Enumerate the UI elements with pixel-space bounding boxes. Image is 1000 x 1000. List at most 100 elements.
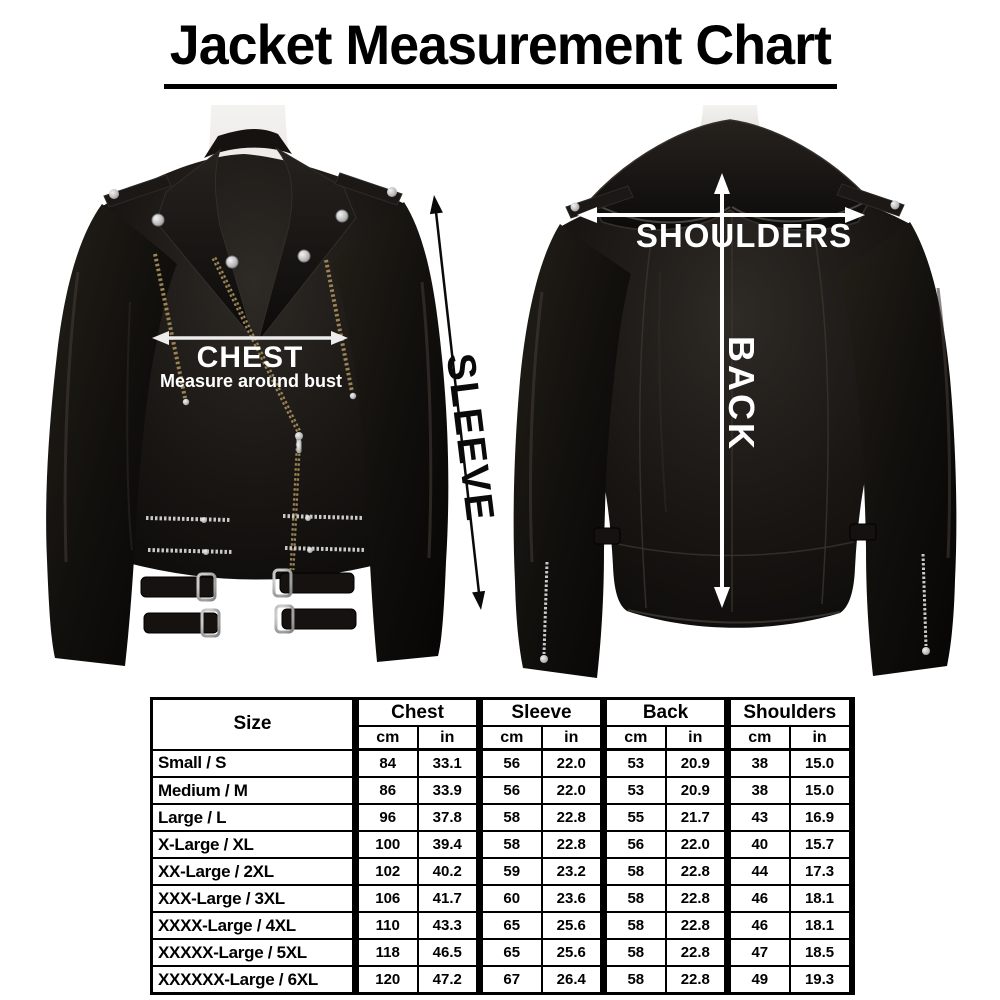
size-cell: XXXX-Large / 4XL — [150, 911, 357, 940]
measurement-cell: 58 — [600, 884, 667, 913]
snap-stud — [890, 200, 900, 210]
measurement-cell: 47 — [724, 938, 791, 967]
strap-buckle — [272, 568, 293, 598]
strap-buckle — [196, 572, 217, 602]
measurement-cell: 53 — [600, 748, 667, 778]
measurement-cell: 22.8 — [664, 911, 729, 940]
measurement-cell: 15.0 — [788, 776, 855, 805]
measurement-cell: 22.0 — [540, 748, 605, 778]
waist-zipper — [147, 548, 233, 554]
measurement-cell: 15.7 — [788, 830, 855, 859]
leather-highlight — [528, 291, 544, 563]
table-row: XXXX-Large / 4XL 110 43.3 65 25.6 58 22.8 46 18.… — [150, 911, 855, 940]
zipper-pull — [305, 515, 311, 521]
page-title: Jacket Measurement Chart — [163, 12, 837, 89]
measurement-cell: 18.5 — [788, 938, 855, 967]
measurement-cell: 38 — [724, 748, 791, 778]
jacket-back-photo — [513, 105, 957, 678]
table-row: XXXXX-Large / 5XL 118 46.5 65 25.6 58 22.8 47 18… — [150, 938, 855, 967]
unit-header-cm: cm — [352, 725, 419, 751]
column-header-shoulders: Shoulders — [724, 697, 855, 727]
measurement-cell: 39.4 — [416, 830, 481, 859]
side-belt-tab — [849, 523, 877, 541]
table-row: Large / L 96 37.8 58 22.8 55 21.7 43 16.9 — [150, 803, 855, 832]
measurement-cell: 43 — [724, 803, 791, 832]
column-header-sleeve: Sleeve — [476, 697, 605, 727]
size-cell: XX-Large / 2XL — [150, 857, 357, 886]
unit-header-in: in — [416, 725, 481, 751]
jacket-front-left-sleeve — [46, 204, 178, 666]
left-lapel — [155, 148, 255, 341]
measurement-cell: 26.4 — [540, 965, 605, 995]
measurement-cell: 120 — [352, 965, 419, 995]
measurement-cell: 22.8 — [540, 830, 605, 859]
measurement-cell: 110 — [352, 911, 419, 940]
measurement-cell: 23.6 — [540, 884, 605, 913]
measurement-cell: 67 — [476, 965, 543, 995]
waist-seam — [617, 541, 855, 557]
measurement-cell: 118 — [352, 938, 419, 967]
table-row: Medium / M 86 33.9 56 22.0 53 20.9 38 15.0 — [150, 776, 855, 805]
size-cell: Medium / M — [150, 776, 357, 805]
measurement-cell: 49 — [724, 965, 791, 995]
measurement-cell: 25.6 — [540, 911, 605, 940]
size-cell: XXXXXX-Large / 6XL — [150, 965, 357, 995]
leather-highlight — [63, 271, 80, 563]
measurement-cell: 15.0 — [788, 748, 855, 778]
column-header-size: Size — [150, 697, 357, 751]
princess-seam — [639, 233, 653, 609]
measurement-cell: 40.2 — [416, 857, 481, 886]
waist-zipper — [282, 514, 365, 520]
measurement-cell: 17.3 — [788, 857, 855, 886]
right-epaulette — [334, 172, 403, 206]
zipper-pull — [295, 432, 303, 440]
measurement-cell: 16.9 — [788, 803, 855, 832]
zipper-pull — [182, 398, 190, 406]
jacket-front-body — [101, 154, 405, 580]
size-cell: XXXXX-Large / 5XL — [150, 938, 357, 967]
zipper-pull — [349, 392, 357, 400]
measurement-cell: 20.9 — [664, 776, 729, 805]
measurement-cell: 65 — [476, 938, 543, 967]
snap-stud — [225, 255, 239, 269]
buckle-strap — [140, 576, 216, 598]
chest-label: CHEST — [196, 341, 304, 374]
measurement-cell: 43.3 — [416, 911, 481, 940]
jacket-front-photo — [46, 105, 449, 666]
measurement-cell: 18.1 — [788, 911, 855, 940]
shoulders-label: SHOULDERS — [635, 217, 853, 254]
measurement-cell: 44 — [724, 857, 791, 886]
collar-back-view — [589, 119, 871, 231]
buckle-strap — [281, 608, 357, 630]
size-cell: Small / S — [150, 748, 357, 778]
table-header: Size Chest Sleeve Back Shoulders cm in c… — [150, 697, 855, 751]
snap-stud — [570, 202, 580, 212]
buckle-strap — [279, 572, 355, 594]
snap-stud — [335, 209, 349, 223]
measurement-cell: 96 — [352, 803, 419, 832]
zipper-pull — [201, 517, 207, 523]
hem-highlight — [627, 609, 841, 624]
measurement-cell: 20.9 — [664, 748, 729, 778]
measurement-cell: 60 — [476, 884, 543, 913]
measurement-cell: 46.5 — [416, 938, 481, 967]
measurement-cell: 22.8 — [664, 884, 729, 913]
size-table-body: Small / S 84 33.1 56 22.0 53 20.9 38 15.0 Medium … — [150, 748, 855, 995]
measurement-cell: 46 — [724, 911, 791, 940]
measurement-cell: 40 — [724, 830, 791, 859]
jacket-back-right-sleeve — [839, 222, 957, 676]
left-epaulette — [103, 174, 172, 208]
right-epaulette — [836, 183, 905, 217]
measurement-cell: 22.0 — [664, 830, 729, 859]
unit-header-cm: cm — [600, 725, 667, 751]
strap-buckle — [274, 604, 295, 634]
zipper-pull — [922, 647, 930, 655]
measurement-cell: 58 — [600, 965, 667, 995]
zipper-pull — [540, 655, 548, 663]
princess-seam — [813, 231, 829, 605]
measurement-cell: 58 — [600, 857, 667, 886]
buckle-strap — [143, 612, 219, 634]
measurement-table: Size Chest Sleeve Back Shoulders cm in c… — [150, 697, 855, 995]
waist-zipper — [145, 516, 231, 522]
measurement-cell: 53 — [600, 776, 667, 805]
